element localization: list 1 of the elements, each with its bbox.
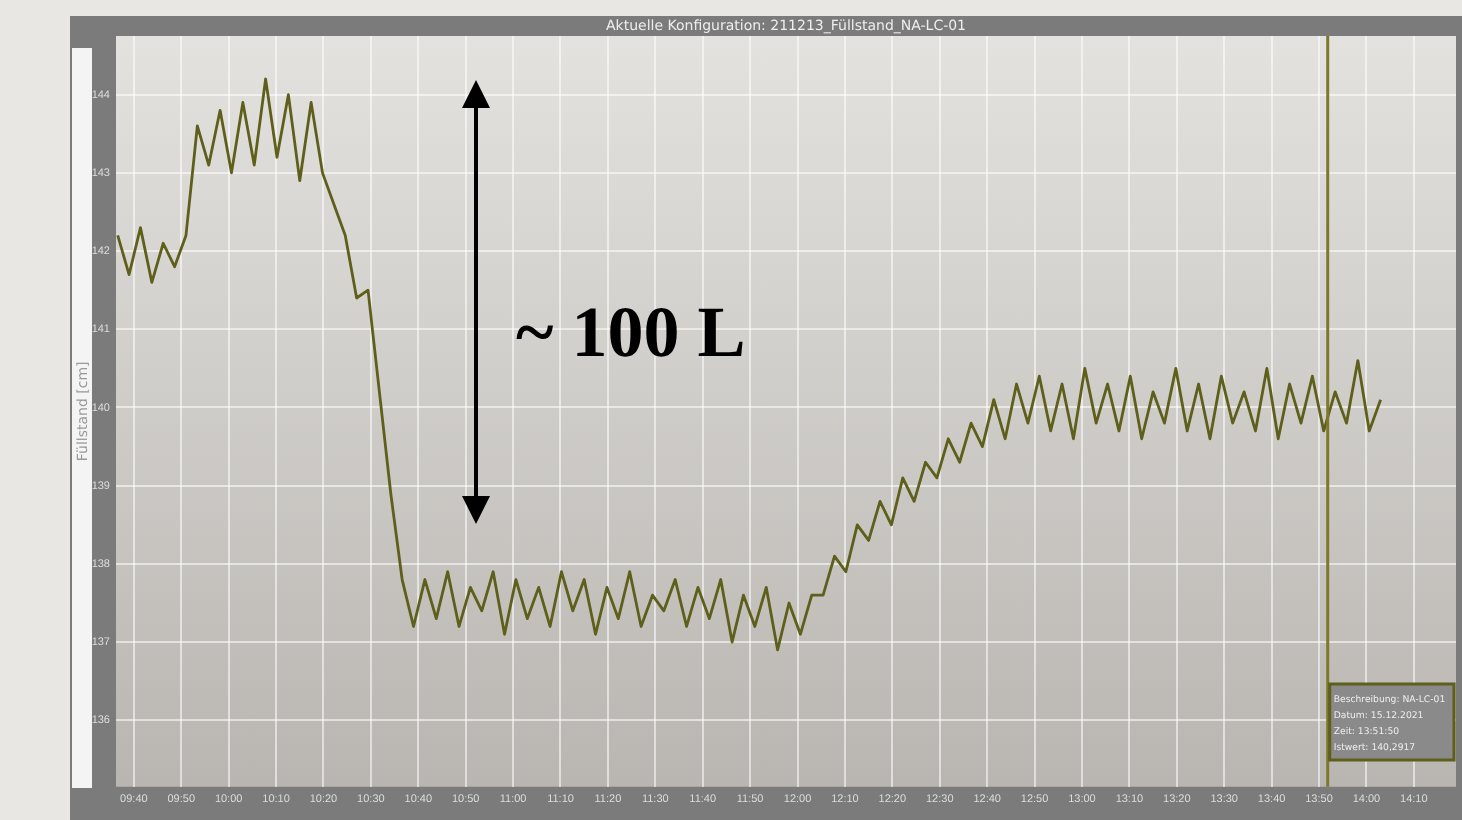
annotation: ~ 100 L <box>516 292 746 372</box>
